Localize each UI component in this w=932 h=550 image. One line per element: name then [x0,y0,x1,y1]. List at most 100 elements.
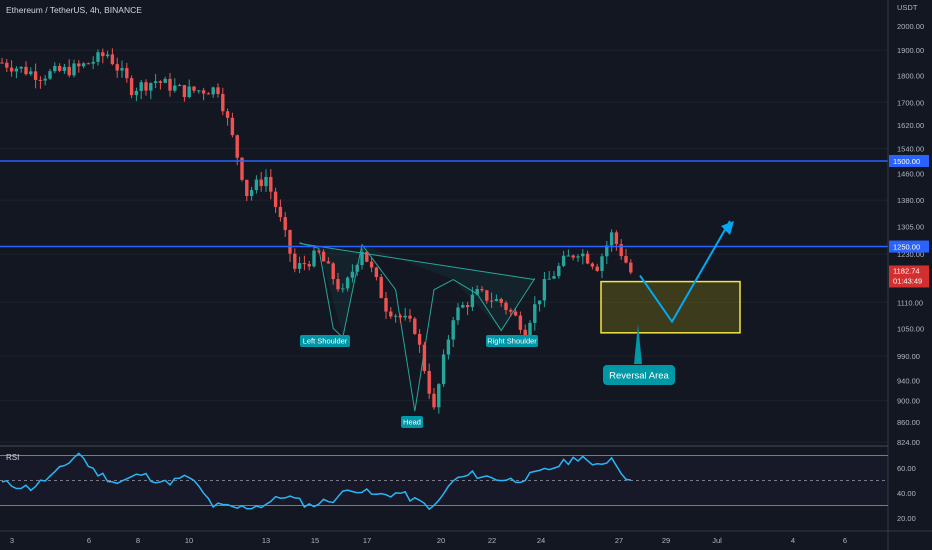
candle-body [139,82,143,91]
annotation-labels: Left Shoulder Head Right Shoulder Reversal … [300,335,675,428]
head-label: Head [403,418,421,427]
candle-body [216,87,220,94]
head-shoulders-pattern [299,242,536,412]
candle-body [206,93,211,95]
reversal-zone[interactable] [600,220,741,364]
candle-body [533,304,537,323]
candle-body [369,261,374,268]
time-axis[interactable]: 3 6 8 10 13 15 17 20 22 24 27 29 Jul 4 6 [10,536,847,545]
candle-body [110,54,115,65]
price-axis-tick: 990.00 [897,352,920,361]
price-axis-tick: 824.00 [897,438,920,447]
price-axis-tick: 1460.00 [897,170,924,179]
left-shoulder-label: Left Shoulder [303,337,348,346]
candle-body [129,78,134,96]
candle-body [336,279,340,290]
price-axis-tick: 1540.00 [897,145,924,154]
candle-body [413,318,417,334]
candle-body [9,67,14,72]
callout-pointer [634,324,642,364]
right-shoulder-label-bg [486,335,538,347]
candle-body [225,111,230,118]
candle-body [480,288,484,291]
time-axis-tick: 3 [10,536,14,545]
candle-body [302,263,307,265]
time-axis-tick: 27 [615,536,623,545]
main-pane[interactable] [0,48,888,443]
candle-body [518,315,523,330]
time-axis-tick: 20 [437,536,445,545]
candle-body [475,288,479,295]
candle-body [403,315,407,318]
candle-body [168,78,172,91]
candle-body [240,157,244,180]
candle-body [278,206,283,218]
price-axis-tick: 900.00 [897,397,920,406]
price-axis-tick: 1700.00 [897,98,924,107]
rsi-axis-tick: 60.00 [897,464,916,473]
candle-body [585,253,590,264]
level-1500-badge [889,154,929,167]
price-axis-tick: 1620.00 [897,121,924,130]
candle-body [192,86,196,91]
candle-body [120,68,124,71]
candle-body [441,354,446,385]
price-axis-tick: 940.00 [897,376,920,385]
rsi-pane[interactable] [0,452,888,511]
candle-body [408,315,412,319]
reversal-area-label-bg [603,365,675,385]
candle-body [24,66,28,75]
time-axis-tick: 10 [185,536,193,545]
candle-body [235,135,239,158]
candle-body [509,309,513,312]
horizontal-levels[interactable] [0,160,888,248]
candle-body [201,90,206,94]
candle-body [566,255,571,257]
candle-body [53,65,57,72]
candle-body [62,66,67,71]
candle-body [91,61,95,64]
candle-body [211,87,215,95]
candle-body [163,78,167,83]
candle-body [187,86,191,98]
candle-body [0,62,4,64]
left-shoulder-label-bg [300,335,350,347]
candle-body [48,71,52,79]
candle-body [499,299,503,303]
candle-body [43,78,47,81]
reversal-area-label: Reversal Area [609,370,669,381]
price-axis-tick: 1230.00 [897,250,924,259]
candle-body [307,264,311,267]
last-price-text: 1182.74 [893,266,920,275]
right-shoulder-label: Right Shoulder [487,337,537,346]
candle-body [158,81,163,83]
candle-body [29,71,33,75]
candle-body [341,288,345,290]
candle-body [273,191,278,207]
candle-body [230,117,235,136]
candle-body [134,90,139,96]
candle-body [221,93,225,112]
time-axis-tick: 13 [262,536,270,545]
candle-body [437,384,441,408]
candle-body [614,232,619,245]
head-label-bg [401,416,423,428]
candle-body [259,179,263,187]
candle-body [254,179,259,191]
candle-body [379,277,383,299]
candle-body [57,65,62,71]
candle-body [81,63,86,67]
time-axis-tick: 4 [791,536,795,545]
candle-body [547,278,551,280]
price-axis[interactable]: USDT 2000.00 1900.00 1800.00 1700.00 1620.00 1… [889,3,929,523]
candle-body [14,68,19,72]
reversal-box[interactable] [600,280,741,334]
candle-body [461,305,465,308]
rsi-axis-tick: 20.00 [897,514,916,523]
candle-body [465,305,470,308]
candle-body [101,52,105,57]
candle-body [249,190,254,197]
candle-body [417,333,422,345]
